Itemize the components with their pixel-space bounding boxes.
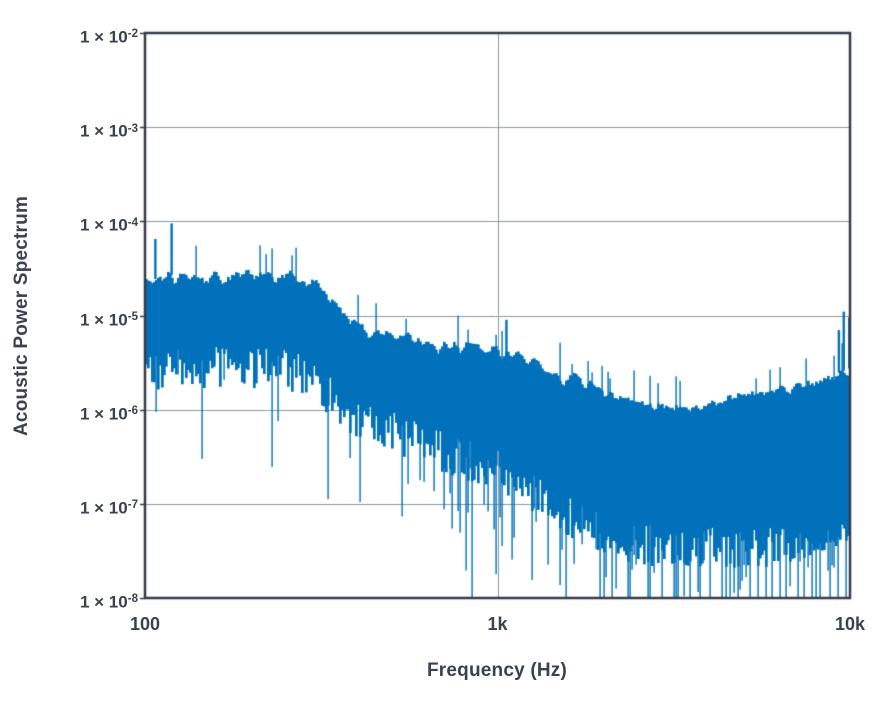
y-tick-label: 1 × 10-5 <box>79 310 138 330</box>
y-tick-label: 1 × 10-4 <box>79 215 138 235</box>
x-tick-label: 100 <box>129 614 161 634</box>
y-tick-label: 1 × 10-6 <box>79 404 138 424</box>
y-tick-label: 1 × 10-3 <box>79 121 138 141</box>
y-tick-label: 1 × 10-2 <box>79 27 138 47</box>
y-tick-label: 1 × 10-8 <box>79 592 138 612</box>
y-tick-label: 1 × 10-7 <box>79 498 138 518</box>
x-tick-label: 1k <box>487 614 508 634</box>
x-axis-title: Frequency (Hz) <box>426 660 568 681</box>
x-tick-label: 10k <box>834 614 866 634</box>
